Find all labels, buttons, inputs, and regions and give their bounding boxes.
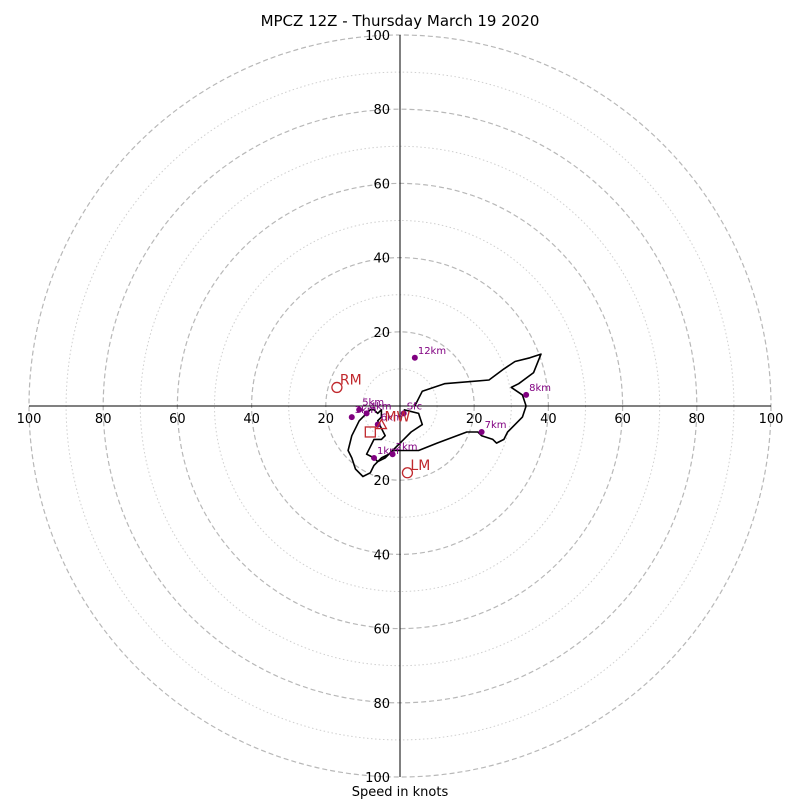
height-markers: Sfc1km2km3km4km5km6km7km8km12km — [348, 346, 551, 461]
y-tick-label: 40 — [373, 548, 390, 563]
height-point-2km — [389, 451, 396, 458]
y-tick-label: 100 — [365, 771, 390, 786]
y-tick-label: 20 — [373, 326, 390, 341]
height-label-8km: 8km — [529, 383, 551, 394]
height-label-12km: 12km — [418, 346, 446, 357]
wind-trace — [347, 353, 542, 478]
y-tick-label: 60 — [373, 177, 390, 192]
x-tick-label: 20 — [466, 412, 483, 427]
height-label-7km: 7km — [485, 420, 507, 431]
storm-motion-MW — [375, 418, 388, 430]
y-tick-label: 40 — [373, 252, 390, 267]
height-label-Sfc: Sfc — [407, 401, 422, 412]
speed-tick-labels: 100 80 60 40 20 20 40 60 80 100 100 80 60 40 20 20 40 60 8… — [17, 29, 784, 786]
hodograph-axes — [29, 35, 771, 777]
height-point-4km — [363, 410, 370, 417]
x-axis-label: Speed in knots — [352, 785, 449, 800]
height-label-4km: 4km — [370, 401, 392, 412]
y-tick-label: 100 — [365, 29, 390, 44]
height-point-12km — [411, 354, 418, 361]
storm-motion-label-RM: RM — [340, 372, 362, 388]
y-tick-label: 80 — [373, 103, 390, 118]
height-point-8km — [523, 391, 530, 398]
x-tick-label: 60 — [614, 412, 631, 427]
height-point-Sfc — [400, 410, 407, 417]
y-tick-label: 80 — [373, 697, 390, 712]
y-tick-label: 60 — [373, 623, 390, 638]
chart-title: MPCZ 12Z - Thursday March 19 2020 — [261, 12, 540, 30]
x-tick-label: 100 — [17, 412, 42, 427]
storm-motion-label-MW: MW — [384, 410, 410, 426]
y-tick-label: 20 — [373, 474, 390, 489]
x-tick-label: 20 — [318, 412, 335, 427]
storm-motion-markers: RM LM MW — [331, 372, 430, 479]
height-point-7km — [478, 428, 485, 435]
height-label-1km: 1km — [377, 446, 399, 457]
height-label-5km: 5km — [362, 398, 384, 409]
storm-motion-LM — [401, 467, 414, 479]
x-tick-label: 40 — [243, 412, 260, 427]
hodograph-trace-line — [347, 353, 542, 478]
storm-motion-label-LM: LM — [410, 458, 430, 474]
x-tick-label: 60 — [169, 412, 186, 427]
x-tick-label: 80 — [95, 412, 112, 427]
x-tick-label: 40 — [540, 412, 557, 427]
height-label-2km: 2km — [396, 442, 418, 453]
storm-motion-RM — [331, 381, 343, 394]
storm-motion-marker-3 — [364, 426, 376, 438]
height-label-6km: 6km — [381, 413, 403, 424]
height-point-5km — [356, 406, 363, 413]
x-tick-label: 80 — [689, 412, 706, 427]
x-tick-label: 100 — [759, 412, 784, 427]
height-point-3km — [348, 414, 355, 421]
height-point-1km — [371, 454, 378, 461]
